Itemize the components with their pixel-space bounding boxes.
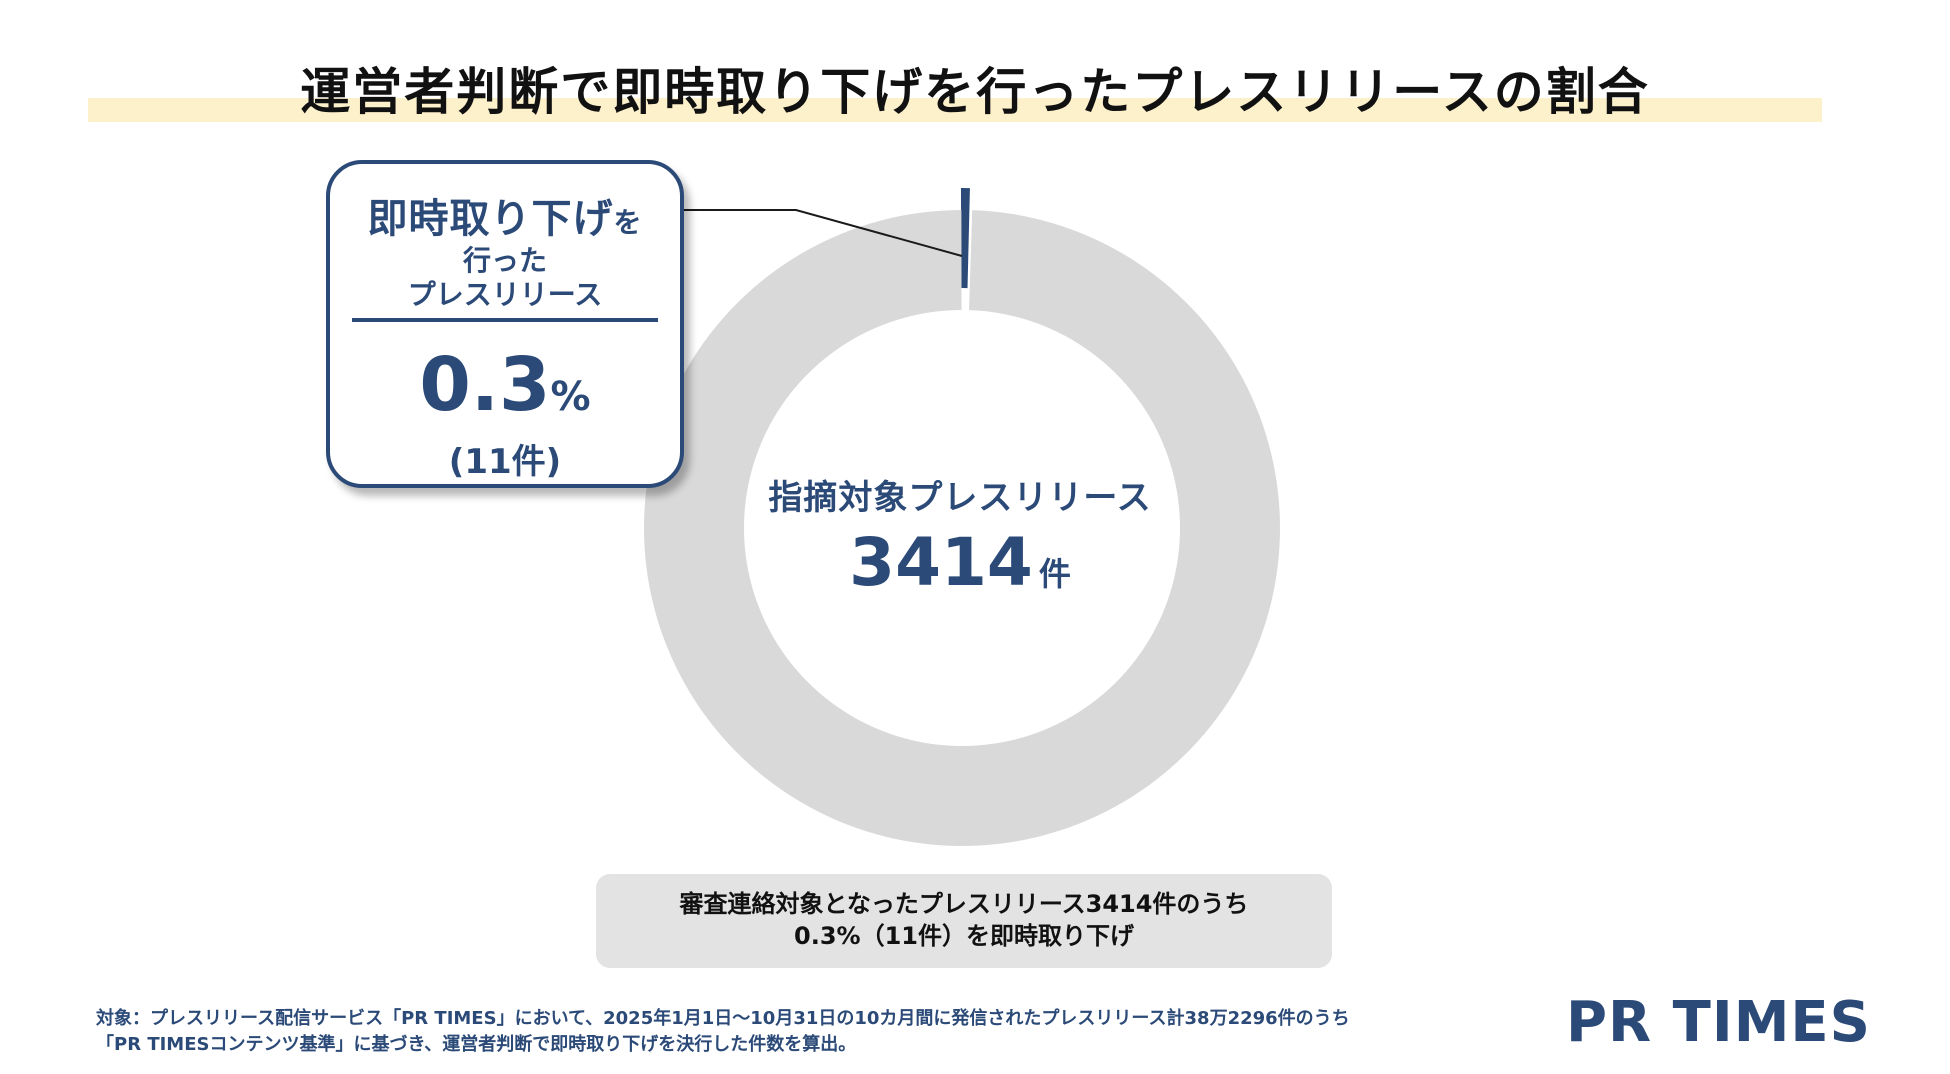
callout-count: (11件) [448, 442, 562, 482]
percent-unit: % [550, 374, 591, 420]
summary-line-1: 審査連絡対象となったプレスリリース3414件のうち [679, 890, 1249, 918]
percent-value: 0.3 [419, 342, 551, 428]
footnote-line-2: 「PR TIMESコンテンツ基準」に基づき、運営者判断で即時取り下げを決行した件… [96, 1034, 857, 1055]
callout-divider [352, 318, 658, 322]
summary-line-2: 0.3%（11件）を即時取り下げ [794, 922, 1134, 950]
highlight-callout: 即時取り下げを 行った プレスリリース 0.3% (11件) [326, 160, 684, 488]
page-title: 運営者判断で即時取り下げを行ったプレスリリースの割合 [300, 63, 1650, 121]
callout-heading-suffix: を [613, 206, 643, 239]
donut-slice-other [644, 210, 1281, 847]
pr-times-logo: PR TIMES [1566, 990, 1872, 1055]
donut-slice-withdrawn [960, 188, 970, 289]
summary-box: 審査連絡対象となったプレスリリース3414件のうち 0.3%（11件）を即時取り… [596, 874, 1332, 968]
callout-leader-line [684, 209, 963, 257]
callout-subheading-2: プレスリリース [407, 278, 603, 311]
callout-heading-main: 即時取り下げ [367, 196, 614, 242]
footnote: 対象：プレスリリース配信サービス「PR TIMES」において、2025年1月1日… [96, 1006, 1350, 1058]
footnote-line-1: 対象：プレスリリース配信サービス「PR TIMES」において、2025年1月1日… [96, 1008, 1350, 1029]
callout-heading: 即時取り下げを [330, 186, 680, 244]
chart-center-value: 3414 件 [700, 524, 1220, 601]
callout-percent: 0.3% [330, 342, 680, 428]
total-count: 3414 [849, 524, 1033, 601]
total-unit: 件 [1038, 555, 1071, 593]
title-highlight-band [88, 98, 1822, 122]
chart-center-label: 指摘対象プレスリリース [768, 478, 1152, 518]
callout-subheading-1: 行った [462, 244, 547, 277]
